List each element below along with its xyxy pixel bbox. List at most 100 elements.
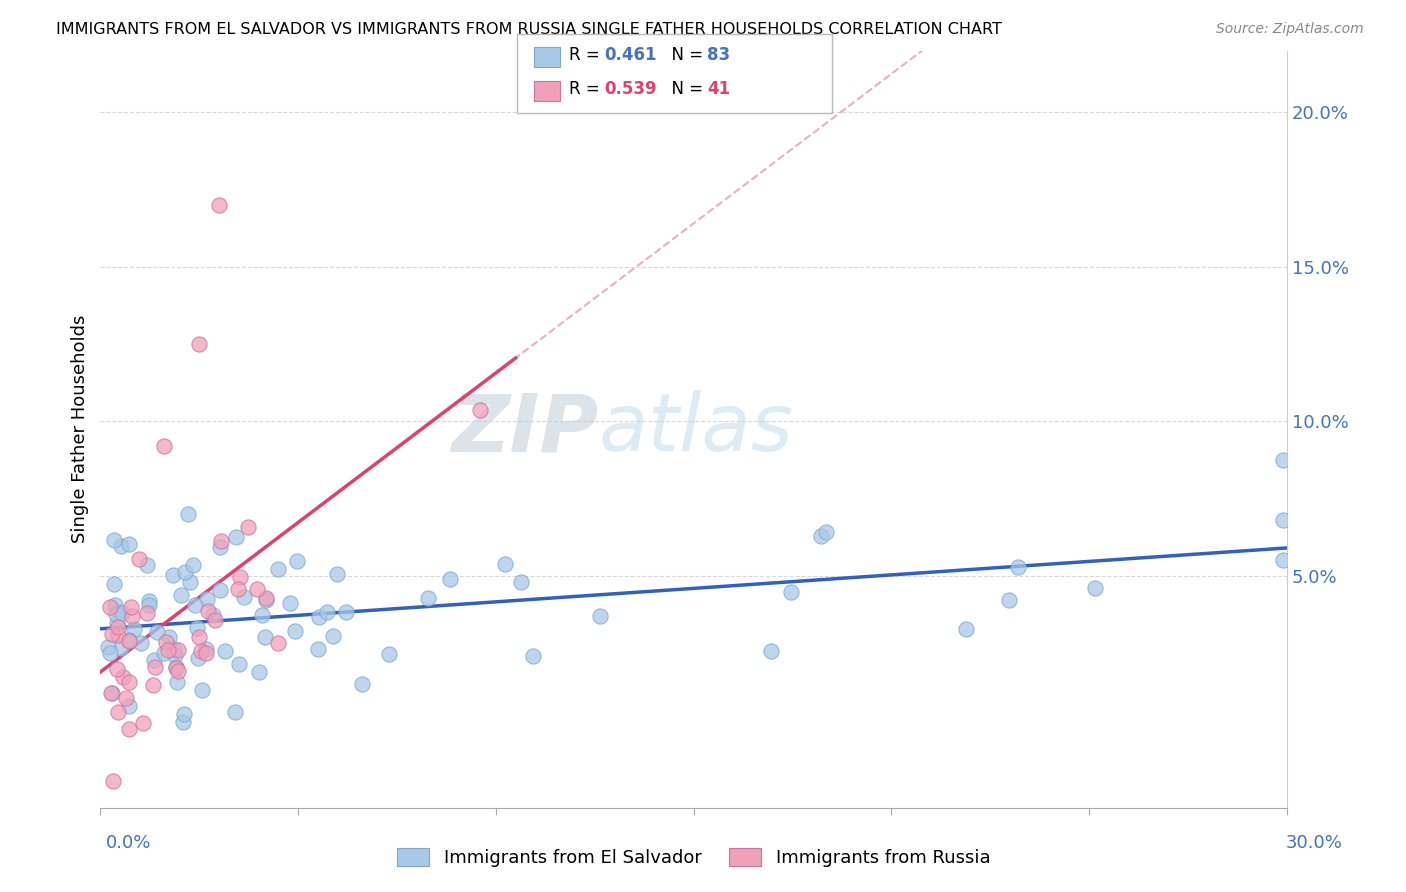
Point bbox=[278, 596, 301, 610]
Point bbox=[103, 773, 125, 788]
Point bbox=[195, 592, 218, 607]
Point bbox=[233, 590, 256, 604]
Point bbox=[285, 554, 308, 568]
Text: 41: 41 bbox=[707, 80, 730, 98]
Point bbox=[105, 662, 128, 676]
Point bbox=[1084, 581, 1107, 595]
Point bbox=[224, 705, 246, 719]
Point bbox=[138, 594, 160, 608]
Legend: Immigrants from El Salvador, Immigrants from Russia: Immigrants from El Salvador, Immigrants … bbox=[389, 840, 998, 874]
Text: N =: N = bbox=[661, 46, 709, 64]
Point bbox=[204, 614, 226, 628]
Text: atlas: atlas bbox=[599, 390, 793, 468]
Point bbox=[103, 577, 125, 591]
Point bbox=[152, 439, 174, 453]
Point bbox=[122, 623, 145, 637]
Text: 0.0%: 0.0% bbox=[105, 834, 150, 852]
Point bbox=[118, 633, 141, 648]
Text: Source: ZipAtlas.com: Source: ZipAtlas.com bbox=[1216, 22, 1364, 37]
Point bbox=[378, 647, 401, 661]
Point bbox=[98, 599, 121, 614]
Point bbox=[135, 558, 157, 572]
Point bbox=[107, 620, 129, 634]
Point bbox=[195, 642, 218, 657]
Point bbox=[522, 649, 544, 664]
Point bbox=[190, 643, 212, 657]
Point bbox=[104, 607, 127, 621]
Point bbox=[165, 660, 187, 674]
Point bbox=[316, 605, 339, 619]
Point bbox=[308, 609, 330, 624]
Point bbox=[121, 608, 143, 623]
Text: 30.0%: 30.0% bbox=[1286, 834, 1343, 852]
Point bbox=[352, 677, 374, 691]
Point bbox=[97, 640, 120, 654]
Point bbox=[208, 582, 231, 597]
Point bbox=[162, 567, 184, 582]
Point bbox=[810, 529, 832, 543]
Point bbox=[165, 661, 187, 675]
Point bbox=[225, 530, 247, 544]
Text: 0.539: 0.539 bbox=[605, 80, 657, 98]
Point bbox=[100, 686, 122, 700]
Point bbox=[250, 607, 273, 622]
Point bbox=[163, 642, 186, 657]
Point bbox=[118, 722, 141, 736]
Point bbox=[184, 598, 207, 612]
Point bbox=[143, 660, 166, 674]
Point bbox=[254, 591, 277, 605]
Text: IMMIGRANTS FROM EL SALVADOR VS IMMIGRANTS FROM RUSSIA SINGLE FATHER HOUSEHOLDS C: IMMIGRANTS FROM EL SALVADOR VS IMMIGRANT… bbox=[56, 22, 1002, 37]
Point bbox=[228, 582, 250, 596]
Point bbox=[142, 677, 165, 691]
Point bbox=[510, 574, 533, 589]
Point bbox=[494, 558, 516, 572]
Point bbox=[107, 705, 129, 719]
Point bbox=[955, 622, 977, 636]
Point bbox=[100, 646, 122, 660]
Point bbox=[153, 646, 176, 660]
Text: R =: R = bbox=[569, 80, 606, 98]
Point bbox=[108, 605, 131, 619]
Point bbox=[267, 636, 290, 650]
Point bbox=[181, 558, 204, 573]
Point bbox=[238, 520, 260, 534]
Text: R =: R = bbox=[569, 46, 606, 64]
Point bbox=[191, 683, 214, 698]
Point bbox=[254, 630, 277, 644]
Text: 83: 83 bbox=[707, 46, 730, 64]
Point bbox=[267, 562, 290, 576]
Point bbox=[138, 598, 160, 612]
Point bbox=[814, 525, 837, 540]
Y-axis label: Single Father Households: Single Father Households bbox=[72, 315, 89, 543]
Point bbox=[101, 686, 124, 700]
Point bbox=[111, 670, 134, 684]
Point bbox=[107, 628, 129, 642]
Point bbox=[105, 615, 128, 630]
Point bbox=[143, 653, 166, 667]
Point bbox=[111, 606, 134, 620]
Point bbox=[176, 507, 198, 521]
Point bbox=[325, 566, 347, 581]
Point bbox=[166, 674, 188, 689]
Point bbox=[114, 691, 136, 706]
Point bbox=[118, 699, 141, 714]
Point bbox=[179, 575, 201, 590]
Text: 0.461: 0.461 bbox=[605, 46, 657, 64]
Point bbox=[132, 716, 155, 731]
Point bbox=[439, 572, 461, 586]
Point bbox=[997, 592, 1019, 607]
Point bbox=[110, 641, 132, 656]
Point bbox=[103, 533, 125, 547]
Text: ZIP: ZIP bbox=[451, 390, 599, 468]
Point bbox=[165, 648, 187, 662]
Point bbox=[136, 606, 159, 620]
Point bbox=[104, 598, 127, 612]
Point bbox=[254, 593, 277, 607]
Point bbox=[155, 635, 177, 649]
Point bbox=[188, 337, 211, 351]
Point bbox=[118, 633, 141, 648]
Point bbox=[761, 644, 783, 658]
Point bbox=[470, 403, 492, 417]
Point bbox=[187, 631, 209, 645]
Point bbox=[120, 599, 142, 614]
